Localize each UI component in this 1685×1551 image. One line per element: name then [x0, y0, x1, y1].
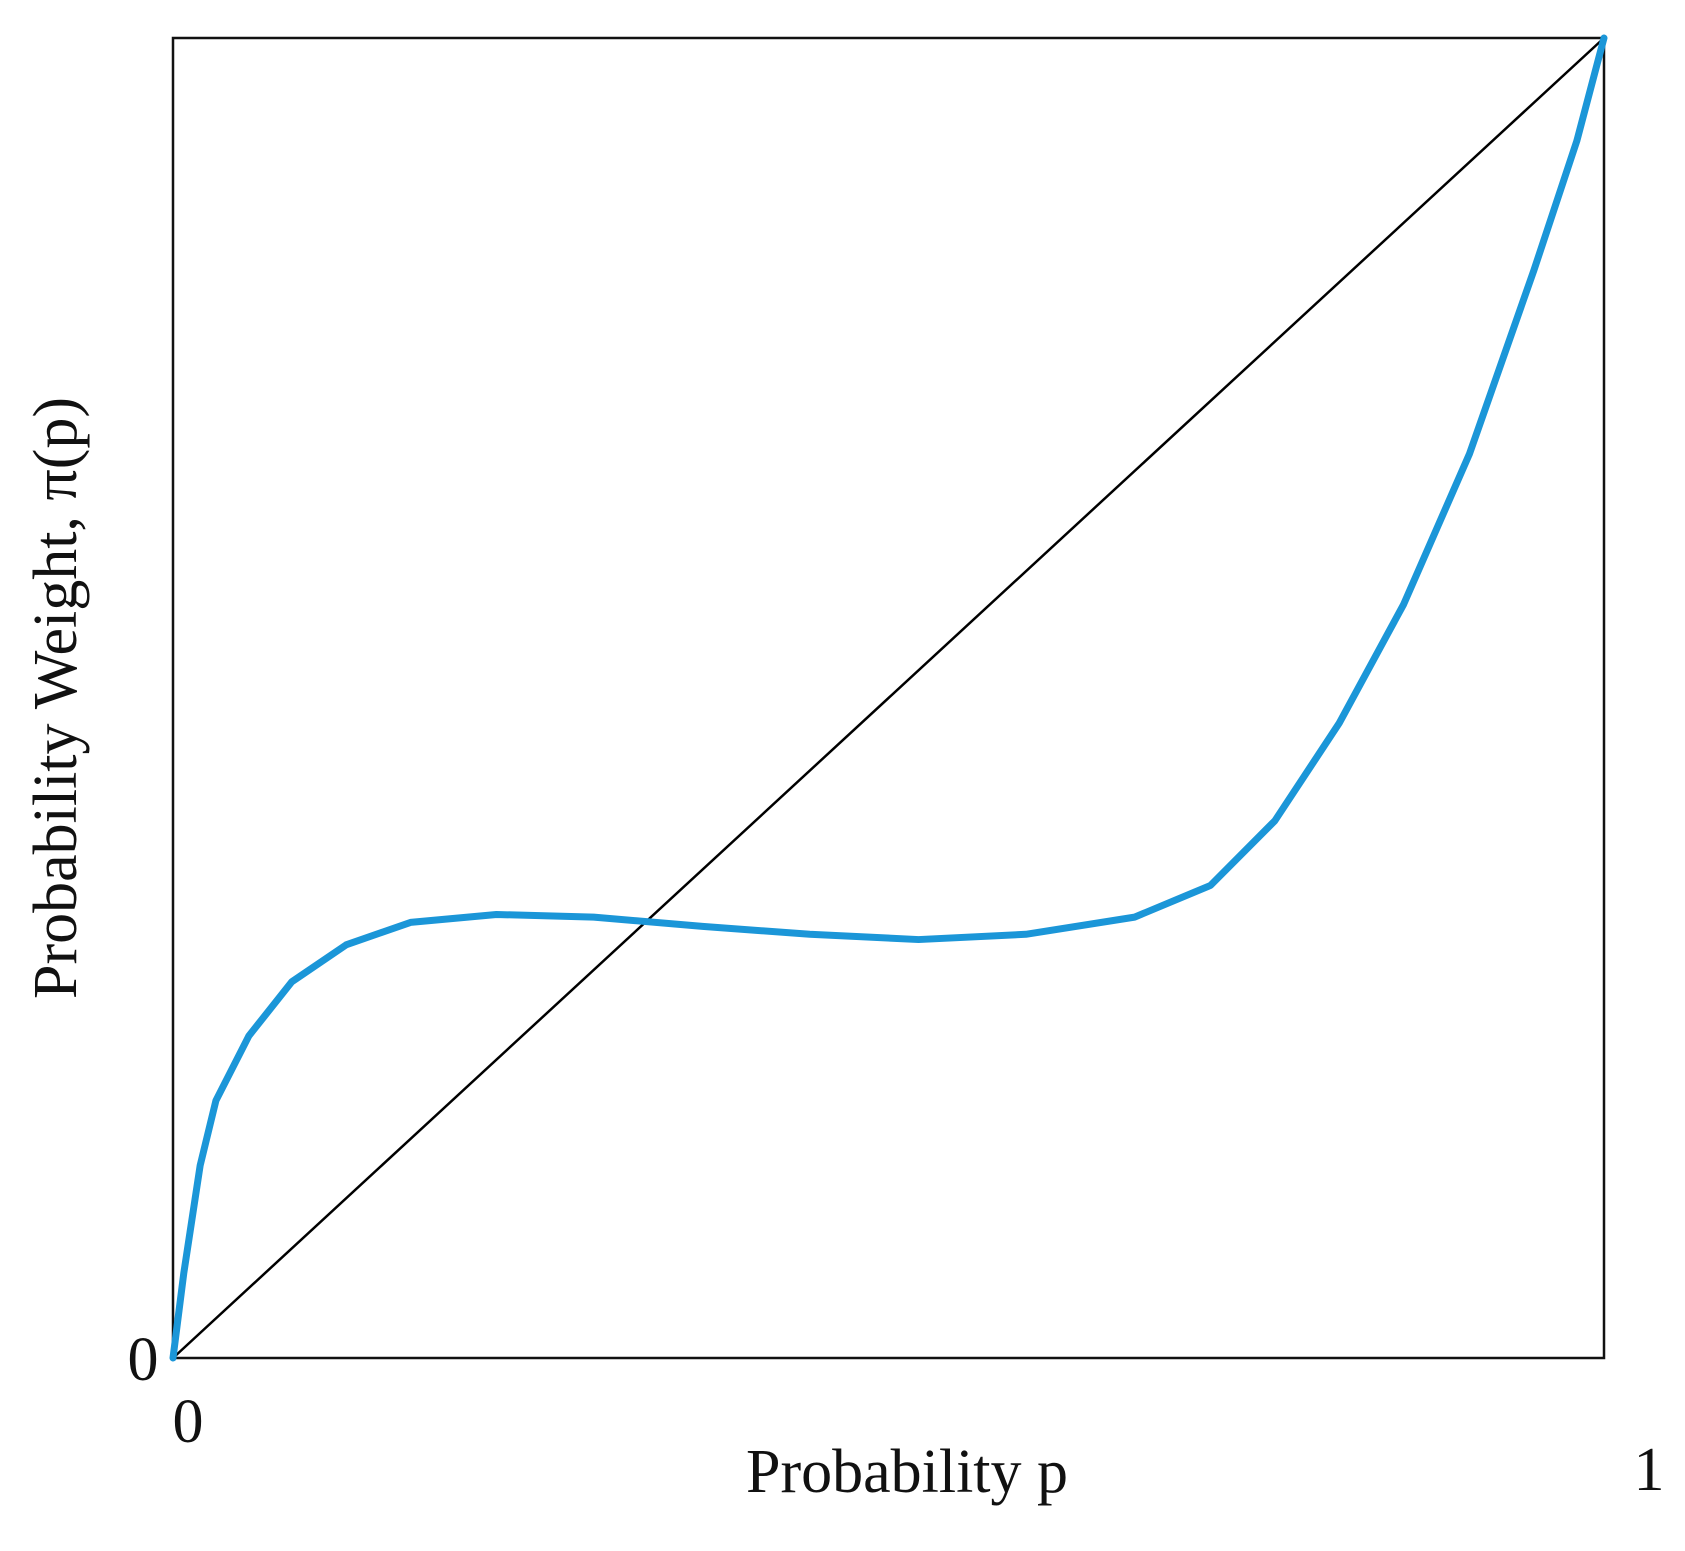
weighting-curve: [169, 34, 1608, 1362]
x-tick-label: 1: [1634, 1436, 1665, 1504]
x-tick-label: 0: [173, 1388, 204, 1456]
y-axis-label: Probability Weight, π(p): [22, 397, 90, 999]
reference-line: [171, 36, 1606, 1360]
plot-frame: [171, 36, 1606, 1360]
y-tick-label: 0: [128, 1326, 159, 1394]
x-axis-label: Probability p: [746, 1438, 1068, 1506]
